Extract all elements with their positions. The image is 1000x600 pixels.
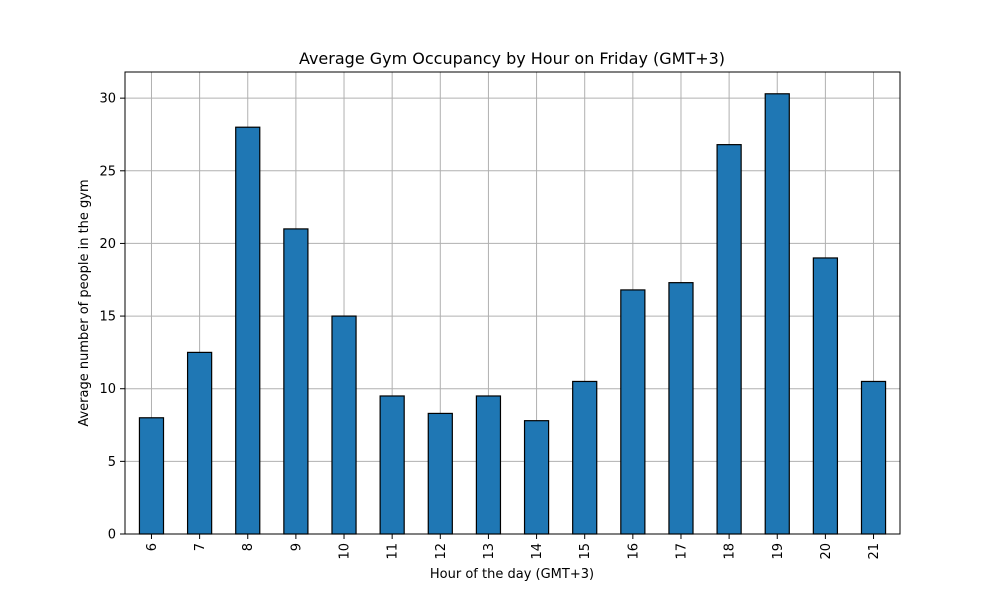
y-tick-label: 5 [108,455,116,470]
y-tick-label: 10 [99,382,116,397]
x-tick-label: 15 [578,543,593,560]
bar [427,412,453,535]
x-tick-label: 7 [193,543,208,551]
x-tick-label: 18 [723,543,738,560]
y-tick-label: 30 [99,92,116,107]
bar [186,351,213,535]
bar [620,289,646,535]
bar [523,420,550,535]
y-tick-label: 20 [99,237,116,252]
x-axis-ticks: 6 7 8 9 10 11 12 13 14 15 16 17 18 19 20 21 [145,534,882,560]
x-tick-label: 14 [530,543,545,560]
bar [331,315,357,535]
plot-frame [124,71,901,535]
x-tick-label: 17 [674,543,689,560]
y-tick-label: 25 [99,164,116,179]
x-tick-label: 6 [145,543,160,551]
y-tick-label: 0 [108,528,116,543]
bar [475,395,502,535]
x-tick-label: 12 [434,543,449,560]
x-tick-label: 9 [289,543,304,551]
y-axis-ticks: 0 5 10 15 20 25 30 [99,92,125,543]
bar [764,93,790,535]
bar [572,380,598,535]
bar [812,257,839,535]
bars [138,93,887,535]
x-tick-label: 19 [771,543,786,560]
bar [138,417,165,535]
x-tick-label: 20 [819,543,834,560]
x-tick-label: 13 [482,543,497,560]
x-tick-label: 8 [241,543,256,551]
x-tick-label: 21 [867,543,882,560]
bar [379,395,405,535]
bar [668,282,694,535]
x-tick-label: 16 [626,543,641,560]
x-axis-label: Hour of the day (GMT+3) [430,567,594,582]
bar [235,126,261,535]
x-tick-label: 11 [386,543,401,560]
bar [716,144,742,535]
bar [283,228,309,535]
y-tick-label: 15 [99,310,116,325]
bar [860,380,887,535]
chart-title: Average Gym Occupancy by Hour on Friday … [299,49,725,68]
y-axis-label: Average number of people in the gym [77,179,92,426]
x-tick-label: 10 [338,543,353,560]
